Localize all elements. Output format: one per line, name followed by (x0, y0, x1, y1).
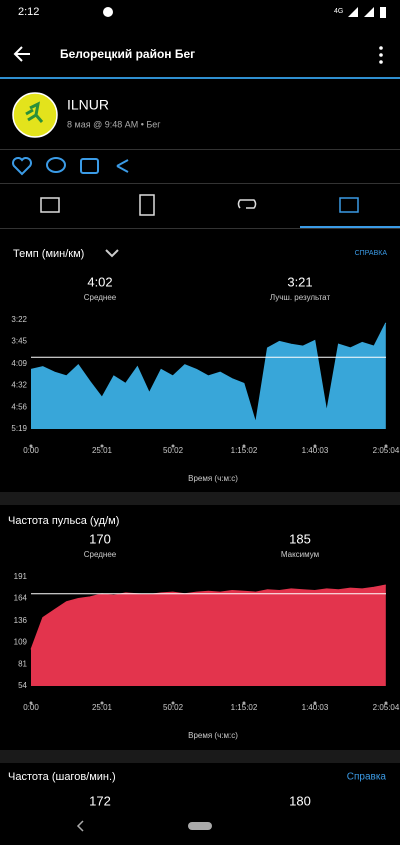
x-tick-label: 25:01 (92, 446, 113, 455)
x-tick-label: 25:01 (92, 703, 113, 712)
y-tick-label: 164 (14, 594, 28, 603)
x-tick-label: 50:02 (163, 446, 184, 455)
comment-button[interactable] (46, 157, 66, 173)
chart-title: Частота пульса (уд/м) (8, 515, 119, 527)
y-tick-label: 81 (18, 660, 27, 669)
x-tick-mark (100, 701, 104, 705)
divider (0, 228, 400, 229)
x-axis-label: Время (ч:м:с) (188, 731, 238, 740)
section-title: Частота (шагов/мин.) (8, 771, 116, 783)
x-tick-mark (242, 701, 246, 705)
menu-button[interactable] (379, 46, 383, 64)
dropdown[interactable] (105, 249, 119, 258)
tab-details[interactable] (139, 194, 155, 216)
stat-value: 172 (89, 793, 111, 808)
x-tick-mark (384, 701, 388, 705)
section-gap (0, 492, 400, 505)
back-button[interactable] (13, 46, 30, 62)
y-tick-label: 3:45 (11, 337, 27, 346)
x-tick-label: 1:40:03 (302, 446, 329, 455)
photo-button[interactable] (80, 158, 99, 174)
y-tick-label: 3:22 (11, 315, 27, 324)
header-title: Белорецкий район Бег (60, 47, 195, 61)
stat-label: Лучш. результат (270, 293, 331, 302)
y-tick-label: 136 (14, 616, 28, 625)
x-tick-label: 2:05:04 (373, 446, 400, 455)
help-link[interactable]: Справка (347, 772, 387, 783)
divider (0, 149, 400, 150)
area-line (30, 584, 386, 650)
user-name: ILNUR (67, 97, 109, 113)
nav-home[interactable] (188, 822, 212, 830)
share-button[interactable] (116, 159, 129, 173)
stat-value: 180 (289, 793, 311, 808)
stat-value: 4:02 (87, 274, 112, 289)
x-tick-label: 0:00 (23, 703, 39, 712)
tab-charts[interactable] (339, 197, 359, 213)
stat-label: Максимум (281, 550, 319, 559)
status-network: 4G (334, 8, 343, 15)
x-tick-mark (171, 701, 175, 705)
y-tick-label: 4:56 (11, 403, 27, 412)
avatar-figure (25, 101, 44, 123)
stat-value: 185 (289, 531, 311, 546)
status-icons (348, 7, 374, 17)
x-tick-label: 1:15:02 (231, 446, 258, 455)
stat-value: 170 (89, 531, 111, 546)
divider (0, 183, 400, 184)
active-tab-indicator (300, 226, 400, 228)
x-tick-mark (242, 444, 246, 448)
y-tick-label: 109 (14, 637, 28, 646)
area-line (30, 322, 387, 423)
nav-back[interactable] (76, 820, 84, 832)
section-gap (0, 750, 400, 763)
y-tick-label: 54 (18, 681, 27, 690)
y-tick-label: 4:09 (11, 359, 27, 368)
chart-title: Темп (мин/км) (13, 248, 84, 260)
tab-overview[interactable] (40, 197, 60, 213)
x-tick-label: 1:40:03 (302, 703, 329, 712)
status-icon (103, 7, 113, 17)
x-tick-label: 1:15:02 (231, 703, 258, 712)
stat-value: 3:21 (287, 274, 312, 289)
y-tick-label: 191 (14, 572, 28, 581)
x-tick-mark (100, 444, 104, 448)
x-tick-mark (171, 444, 175, 448)
x-tick-label: 2:05:04 (373, 703, 400, 712)
x-axis-label: Время (ч:м:с) (188, 474, 238, 483)
x-tick-mark (313, 444, 317, 448)
help-link[interactable]: СПРАВКА (355, 250, 388, 257)
x-tick-label: 50:02 (163, 703, 184, 712)
area-fill (31, 585, 386, 686)
tab-laps[interactable] (237, 199, 257, 209)
header-divider (0, 77, 400, 79)
status-time: 2:12 (18, 6, 39, 18)
y-tick-label: 5:19 (11, 424, 27, 433)
stat-label: Среднее (84, 550, 117, 559)
x-tick-label: 0:00 (23, 446, 39, 455)
x-tick-mark (313, 701, 317, 705)
x-tick-mark (29, 701, 33, 705)
like-button[interactable] (12, 157, 32, 176)
x-tick-mark (384, 444, 388, 448)
activity-meta: 8 мая @ 9:48 AM • Бег (67, 119, 161, 129)
y-tick-label: 4:32 (11, 380, 27, 389)
battery (380, 7, 386, 18)
stat-label: Среднее (84, 293, 117, 302)
x-tick-mark (29, 444, 33, 448)
